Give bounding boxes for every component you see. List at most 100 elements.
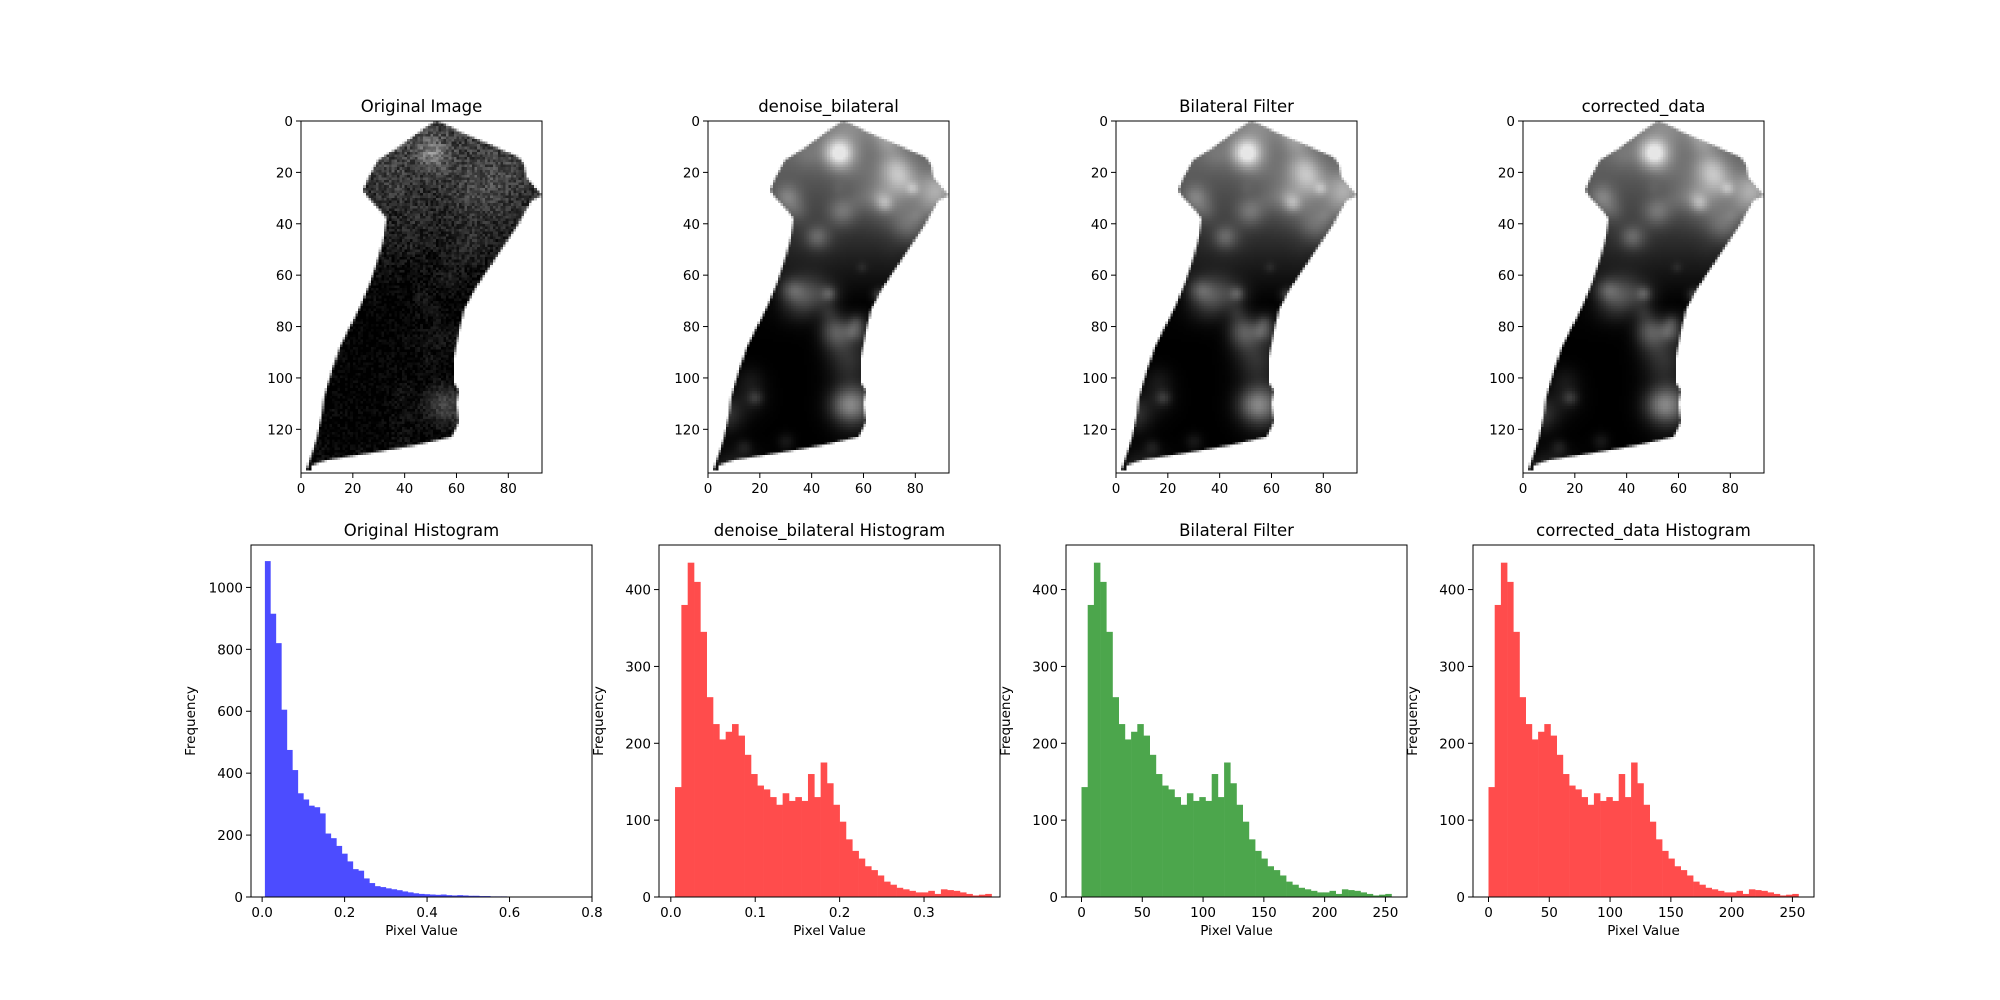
y-tick-label: 120 [674,422,700,438]
histogram-bar [352,869,359,897]
histogram-bar [706,697,714,897]
histogram-bar [1724,892,1731,897]
y-tick-label: 100 [267,371,293,387]
y-tick-label: 80 [1498,320,1515,336]
y-tick-label: 80 [276,320,293,336]
histogram-bar [928,890,935,897]
histogram-bar [1317,892,1324,897]
histogram-bar [385,888,392,897]
x-tick-label: 20 [1159,481,1176,497]
histogram-bar [308,805,315,897]
histogram-bar [1680,870,1688,897]
y-tick-label: 200 [1032,736,1058,752]
y-tick-label: 0 [642,890,651,906]
y-tick-label: 0 [1049,890,1058,906]
histogram-bar [1643,804,1650,897]
y-tick-label: 300 [625,659,651,675]
histogram-bar [1699,884,1706,897]
histogram-bar [858,858,866,897]
histogram-bar [1137,724,1144,897]
histogram-bar [1668,858,1675,897]
histogram-bar [435,894,442,897]
image-panel-2: denoise_bilateral 0 20 40 60 80 0 20 40 60 80 100 12… [674,97,950,497]
y-tick-label: 100 [1489,371,1515,387]
y-tick-label: 120 [1082,422,1108,438]
histogram-bar [1544,724,1551,897]
x-tick-label: 0.8 [581,905,602,921]
y-tick-label: 0 [234,890,243,906]
histogram-bar [953,890,961,897]
histogram-bar [890,884,897,897]
histogram-bar [966,893,973,897]
histogram-bar [336,845,343,897]
histogram-bar [402,891,409,897]
y-tick-label: 0 [1099,114,1108,130]
histogram-bar [1261,858,1268,897]
histogram-bar [1193,800,1200,897]
histogram-panel-4: corrected_data Histogram 0 50 100 150 200 250 0… [1405,521,1815,939]
histogram-bar [1717,890,1725,897]
histogram-bar [341,853,348,897]
y-axis-label: Frequency [183,686,199,756]
y-tick-label: 100 [1439,813,1465,829]
y-tick-label: 0 [1506,114,1515,130]
histogram-bar [1562,774,1570,897]
histogram-bar [264,561,271,897]
histogram-panel-1: Original Histogram 0.0 0.2 0.4 0.6 0.8 0 200 400… [183,521,603,939]
x-tick-label: 50 [1541,905,1558,921]
histogram-bar [286,749,293,897]
y-tick-label: 200 [217,828,243,844]
x-tick-label: 0 [1484,905,1493,921]
histogram-bar [1507,581,1514,897]
histogram-bar [1606,797,1613,897]
histogram-bar [1612,800,1619,897]
histogram-bar [1649,821,1657,897]
y-tick-label: 200 [625,736,651,752]
histogram-bar [1242,821,1250,897]
histogram-bar [883,881,891,897]
histogram-bar [921,892,929,897]
histogram-bar [877,875,885,897]
histogram-bar [1211,774,1219,897]
histogram-bar [451,895,458,897]
histogram-bar [1686,875,1694,897]
y-tick-label: 0 [691,114,700,130]
y-tick-label: 100 [1082,371,1108,387]
y-tick-label: 60 [1498,268,1515,284]
x-tick-label: 0 [1519,481,1528,497]
histogram-bar [1618,774,1626,897]
histogram-bar [1224,762,1231,897]
axes-frame [1472,544,1815,898]
histogram-bar [1742,893,1750,897]
x-tick-label: 0 [704,481,713,497]
y-tick-label: 120 [267,422,293,438]
panel-title: corrected_data Histogram [1536,521,1751,541]
histogram-bar [374,886,381,897]
histogram-bar [407,892,414,897]
histogram-bar [681,604,688,897]
histogram-bar [1186,793,1194,897]
x-tick-label: 20 [751,481,768,497]
axes-frame [1522,120,1765,474]
histogram-bar [719,739,726,897]
y-tick-label: 400 [1032,583,1058,599]
x-tick-label: 100 [1597,905,1623,921]
histogram-bar [1174,797,1181,897]
histogram-bar [1323,892,1330,897]
y-tick-label: 0 [1456,890,1465,906]
histogram-bar [1538,731,1545,897]
histogram-bar [751,774,758,897]
histogram-bar [1366,893,1374,897]
y-tick-label: 1000 [209,580,243,596]
image-panel-3: Bilateral Filter 0 20 40 60 80 0 20 40 60 80 100 120 [1082,97,1358,497]
x-tick-label: 0.0 [251,905,272,921]
histogram-bar [820,762,828,897]
image-raster [301,121,542,473]
x-tick-label: 100 [1190,905,1216,921]
histogram-bar [725,731,733,897]
y-tick-label: 20 [1498,165,1515,181]
image-raster [1523,121,1764,473]
x-tick-label: 0.4 [416,905,437,921]
histogram-bar [1310,890,1318,897]
x-tick-label: 0.2 [829,905,850,921]
